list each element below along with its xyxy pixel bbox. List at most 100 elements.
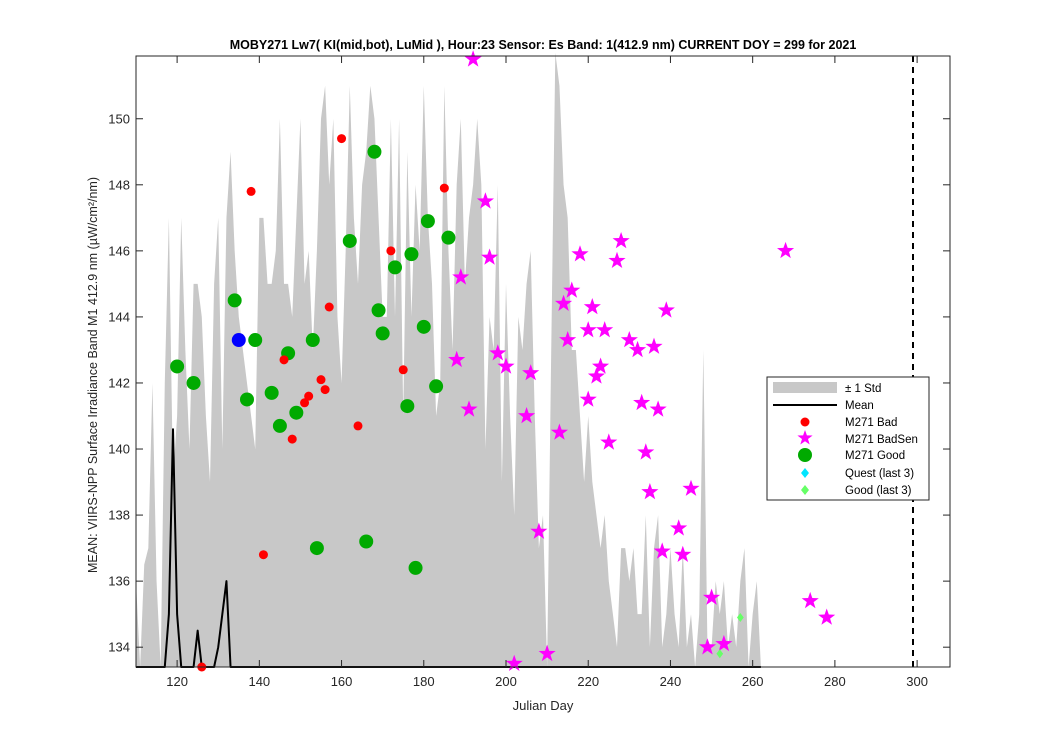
x-tick-label: 160 [331,674,353,689]
good-point [264,385,279,400]
std-band [136,52,761,668]
badsen-point [653,542,671,559]
good-point [441,230,456,245]
badsen-point [476,192,494,209]
x-tick-label: 280 [824,674,846,689]
good-point [289,405,304,420]
badsen-point [612,232,630,249]
bad-point [279,355,289,365]
bad-point [304,391,314,401]
legend-marker-good-last3 [801,485,809,495]
badsen-point [522,364,540,381]
legend: ± 1 Std Mean M271 Bad M271 BadSen M271 G… [766,376,930,501]
x-tick-label: 300 [906,674,928,689]
good-last3-point [736,612,744,622]
y-tick-label: 140 [108,442,130,457]
good-point [359,534,374,549]
badsen-point [645,337,663,354]
good-point [305,333,320,348]
good-point [375,326,390,341]
badsen-point [633,393,651,411]
legend-label-good: M271 Good [845,450,905,462]
legend-swatch-std [773,382,837,393]
badsen-point [489,344,507,361]
good-point [186,375,201,390]
y-tick-label: 136 [108,574,130,589]
badsen-point [801,591,819,609]
bad-point [439,183,449,193]
x-tick-label: 200 [495,674,517,689]
legend-label-quest: Quest (last 3) [845,468,914,480]
badsen-point [497,357,515,374]
badsen-point [698,638,716,655]
good-point [416,319,431,334]
good-point [420,214,435,229]
legend-label-good-last3: Good (last 3) [845,485,912,497]
good-last3-point [716,649,724,659]
good-point [342,233,357,248]
bad-point [320,385,330,395]
badsen-point [682,479,700,496]
bad-point [300,398,310,408]
x-tick-label: 260 [742,674,764,689]
x-tick-label: 240 [660,674,682,689]
badsen-point [448,350,466,368]
x-tick-label: 120 [166,674,188,689]
x-tick-label: 140 [248,674,270,689]
bad-point [398,365,408,375]
axes-box [135,55,951,668]
badsen-point [464,50,482,67]
badsen-point [620,331,638,348]
badsen-point [505,654,523,671]
badsen-point [452,268,470,285]
bad-point [324,302,334,312]
good-point [408,560,423,575]
good-point [367,144,382,159]
badsen-point [600,433,618,450]
legend-box [766,376,930,501]
badsen-point [649,400,667,417]
badsen-point [481,248,499,265]
bad-point [246,186,256,196]
y-tick-label: 134 [108,640,130,655]
badsen-point [637,443,655,460]
badsen-point [538,644,556,662]
bad-point [316,375,326,385]
badsen-point [587,367,605,384]
badsen-point [579,321,597,338]
badsen-point [579,390,597,407]
legend-marker-quest [801,468,809,478]
x-tick-label: 180 [413,674,435,689]
badsen-point [571,245,589,262]
good-point [429,379,444,394]
legend-label-badsen: M271 BadSen [845,434,918,446]
badsen-point [460,400,478,417]
good-point [227,293,242,308]
bad-point [337,134,347,144]
badsen-point [592,357,610,374]
badsen-point [674,545,692,562]
legend-marker-badsen [797,430,813,445]
badsen-point [657,301,675,318]
good-point [170,359,185,374]
badsen-point [583,298,601,315]
bad-point [287,434,297,444]
y-tick-label: 148 [108,177,130,192]
badsen-point [563,281,581,298]
good-point [404,247,419,262]
bad-point [258,550,268,560]
highlight-point [231,333,246,348]
badsen-point [818,608,836,625]
y-tick-label: 144 [108,309,130,324]
badsen-point [629,340,647,358]
x-tick-label: 220 [577,674,599,689]
good-point [240,392,254,407]
y-tick-label: 138 [108,508,130,523]
marker-layer [170,50,836,672]
good-point [371,303,386,318]
y-axis: 134 136 138 140 142 144 146 148 150 [108,111,950,655]
good-point [400,399,415,414]
std-band-layer [136,52,761,668]
badsen-point [715,634,733,652]
badsen-point [559,331,577,348]
